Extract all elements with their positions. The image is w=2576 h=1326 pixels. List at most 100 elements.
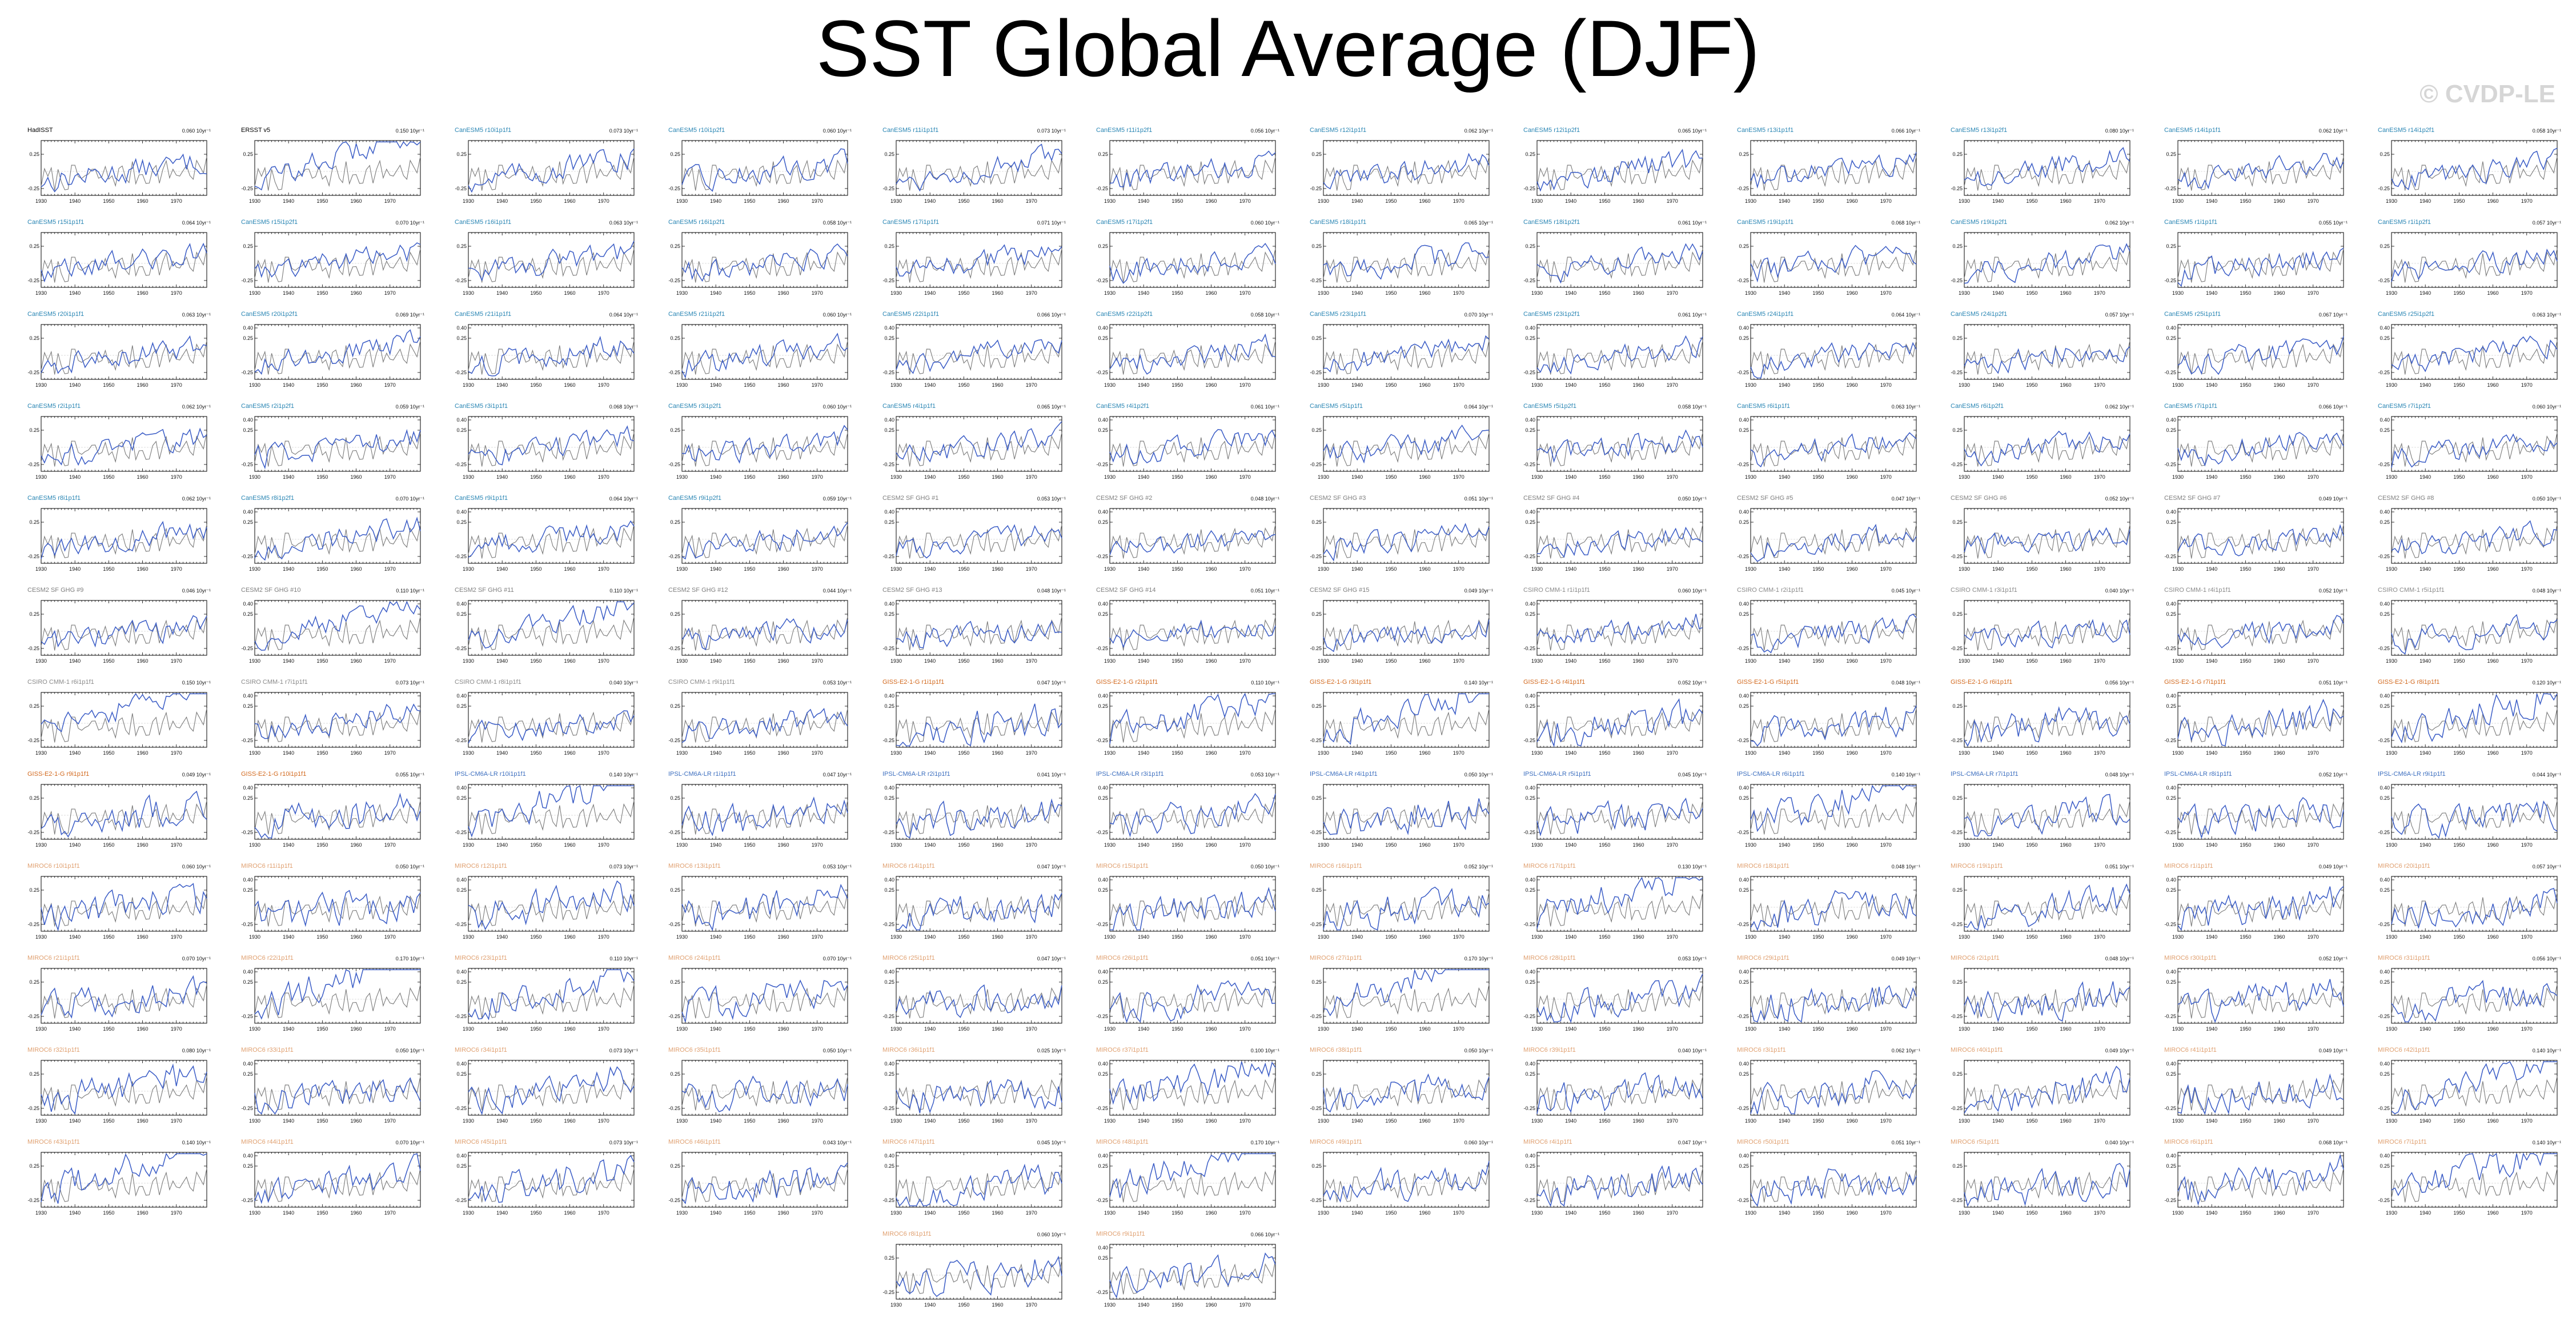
x-tick-label: 1970 <box>384 290 396 296</box>
x-tick-label: 1930 <box>1318 198 1329 204</box>
y-tick-label: -0.25 <box>1096 186 1108 191</box>
panel-trend-label: 0.062 10yr⁻¹ <box>2318 128 2348 134</box>
x-tick-label: 1970 <box>1453 198 1464 204</box>
plot-frame <box>1109 232 1276 288</box>
y-tick-label: -0.25 <box>1737 186 1749 191</box>
x-tick-label: 1960 <box>778 290 789 296</box>
series-line-member <box>681 243 848 282</box>
panel-plot: 1930 1940 1950 1960 1970 0.40 0.25 -0.25 <box>1523 324 1703 388</box>
plot-frame <box>896 140 1062 196</box>
panel-trend-label: 0.065 10yr⁻¹ <box>1464 220 1493 226</box>
x-tick-label: 1970 <box>812 290 823 296</box>
x-tick-label: 1930 <box>890 382 902 388</box>
x-tick-label: 1940 <box>710 474 721 480</box>
y-tick-label: 0.25 <box>670 243 680 249</box>
chart-panel: CanESM5 r3i1p1f1 0.068 10yr⁻¹ 1930 1940 1950… <box>450 403 641 484</box>
panel-trend-label: 0.150 10yr⁻¹ <box>395 128 424 134</box>
series-line-member <box>41 153 207 193</box>
plot-frame <box>254 140 421 196</box>
series-line-member <box>2391 335 2558 372</box>
x-tick-label: 1930 <box>35 198 47 204</box>
chart-panel: CanESM5 r25i1p1f1 0.067 10yr⁻¹ 1930 1940 195… <box>2160 311 2351 392</box>
x-tick-label: 1950 <box>1812 198 1824 204</box>
panel-title: CanESM5 r23i1p2f1 <box>1523 311 1580 318</box>
x-tick-label: 1970 <box>1880 198 1892 204</box>
y-tick-label: 0.25 <box>884 151 894 157</box>
chart-panel: CanESM5 r1i1p2f1 0.057 10yr⁻¹ 1930 1940 1950… <box>2373 219 2565 300</box>
panel-title: CanESM5 r25i1p1f1 <box>2164 311 2221 318</box>
panel-trend-label: 0.071 10yr⁻¹ <box>1037 220 1066 226</box>
y-tick-label: 0.25 <box>884 427 894 433</box>
panel-plot: 1930 1940 1950 1960 1970 0.25 -0.25 <box>668 140 848 204</box>
panel-trend-label: 0.061 10yr⁻¹ <box>1678 312 1707 318</box>
panel-title: CanESM5 r10i1p2f1 <box>668 127 725 134</box>
y-tick-label: -0.25 <box>1523 186 1535 191</box>
series-line-observed <box>254 156 421 191</box>
chart-panel: CanESM5 r1i1p1f1 0.055 10yr⁻¹ 1930 1940 1950… <box>2160 219 2351 300</box>
plot-frame <box>1109 324 1276 380</box>
panel-title: CanESM5 r22i1p1f1 <box>882 311 940 318</box>
series-line-observed <box>896 156 1062 191</box>
x-tick-label: 1950 <box>530 382 541 388</box>
y-tick-label: -0.25 <box>241 370 253 375</box>
x-tick-label: 1940 <box>2206 382 2217 388</box>
y-tick-label: -0.25 <box>241 278 253 283</box>
series-line-observed <box>41 432 207 467</box>
panel-trend-label: 0.063 10yr⁻¹ <box>2532 312 2561 318</box>
x-tick-label: 1970 <box>1453 382 1464 388</box>
x-tick-label: 1970 <box>812 198 823 204</box>
series-line-observed <box>1323 340 1490 375</box>
y-tick-label: -0.25 <box>2378 186 2390 191</box>
y-tick-label: 0.25 <box>1952 151 1963 157</box>
panel-plot: 1930 1940 1950 1960 1970 0.25 -0.25 <box>27 324 207 388</box>
x-tick-label: 1940 <box>283 198 294 204</box>
x-tick-label: 1960 <box>778 382 789 388</box>
y-tick-label: 0.25 <box>29 335 39 341</box>
panel-trend-label: 0.065 10yr⁻¹ <box>1678 128 1707 134</box>
y-tick-label: 0.40 <box>1525 325 1535 331</box>
series-line-member <box>896 244 1062 277</box>
chart-panel: CanESM5 r16i1p2f1 0.058 10yr⁻¹ 1930 1940 195… <box>664 219 855 300</box>
plot-frame <box>41 324 207 380</box>
y-tick-label: -0.25 <box>455 186 467 191</box>
y-tick-label: 0.25 <box>884 243 894 249</box>
series-line-member <box>1323 242 1490 280</box>
x-tick-label: 1960 <box>1419 382 1431 388</box>
x-tick-label: 1960 <box>778 474 789 480</box>
panel-title: CanESM5 r24i1p1f1 <box>1737 311 1794 318</box>
plot-frame <box>41 232 207 288</box>
chart-panel: CanESM5 r22i1p1f1 0.066 10yr⁻¹ 1930 1940 195… <box>878 311 1069 392</box>
chart-panel: CanESM5 r12i1p2f1 0.065 10yr⁻¹ 1930 1940 195… <box>1519 127 1710 208</box>
x-tick-label: 1960 <box>1633 198 1644 204</box>
x-tick-label: 1930 <box>1959 198 1970 204</box>
panel-plot: 1930 1940 1950 1960 1970 0.25 -0.25 <box>1310 140 1490 204</box>
panel-title: CanESM5 r20i1p1f1 <box>27 311 85 318</box>
panel-trend-label: 0.064 10yr⁻¹ <box>182 220 211 226</box>
x-tick-label: 1970 <box>1239 382 1251 388</box>
series-line-member <box>1750 342 1917 379</box>
series-line-member <box>41 335 207 374</box>
panel-plot: 1930 1940 1950 1960 1970 0.25 -0.25 <box>27 232 207 296</box>
x-tick-label: 1970 <box>1239 290 1251 296</box>
panel-title: CanESM5 r25i1p2f1 <box>2378 311 2435 318</box>
series-line-member <box>254 428 421 470</box>
panel-plot: 1930 1940 1950 1960 1970 0.25 -0.25 <box>1310 324 1490 388</box>
x-tick-label: 1950 <box>1171 290 1183 296</box>
panel-trend-label: 0.056 10yr⁻¹ <box>1250 128 1279 134</box>
panel-title: CanESM5 r4i1p2f1 <box>1096 403 1149 410</box>
x-tick-label: 1950 <box>2453 382 2465 388</box>
chart-panel: CanESM5 r14i1p2f1 0.058 10yr⁻¹ 1930 1940 195… <box>2373 127 2565 208</box>
y-tick-label: 0.25 <box>456 151 467 157</box>
chart-panel: CanESM5 r2i1p1f1 0.062 10yr⁻¹ 1930 1940 1950… <box>23 403 214 484</box>
x-tick-label: 1970 <box>1880 290 1892 296</box>
x-tick-label: 1940 <box>1992 198 2004 204</box>
x-tick-label: 1950 <box>958 474 969 480</box>
chart-panel: CanESM5 r21i1p2f1 0.060 10yr⁻¹ 1930 1940 195… <box>664 311 855 392</box>
panel-plot: 1930 1940 1950 1960 1970 0.25 -0.25 <box>1951 324 2130 388</box>
chart-panel: CanESM5 r4i1p2f1 0.061 10yr⁻¹ 1930 1940 1950… <box>1092 403 1283 484</box>
y-tick-label: 0.25 <box>670 427 680 433</box>
chart-panel: CanESM5 r21i1p1f1 0.064 10yr⁻¹ 1930 1940 195… <box>450 311 641 392</box>
y-tick-label: -0.25 <box>1310 370 1322 375</box>
y-tick-label: -0.25 <box>1096 370 1108 375</box>
panel-title: CanESM5 r20i1p2f1 <box>241 311 298 318</box>
